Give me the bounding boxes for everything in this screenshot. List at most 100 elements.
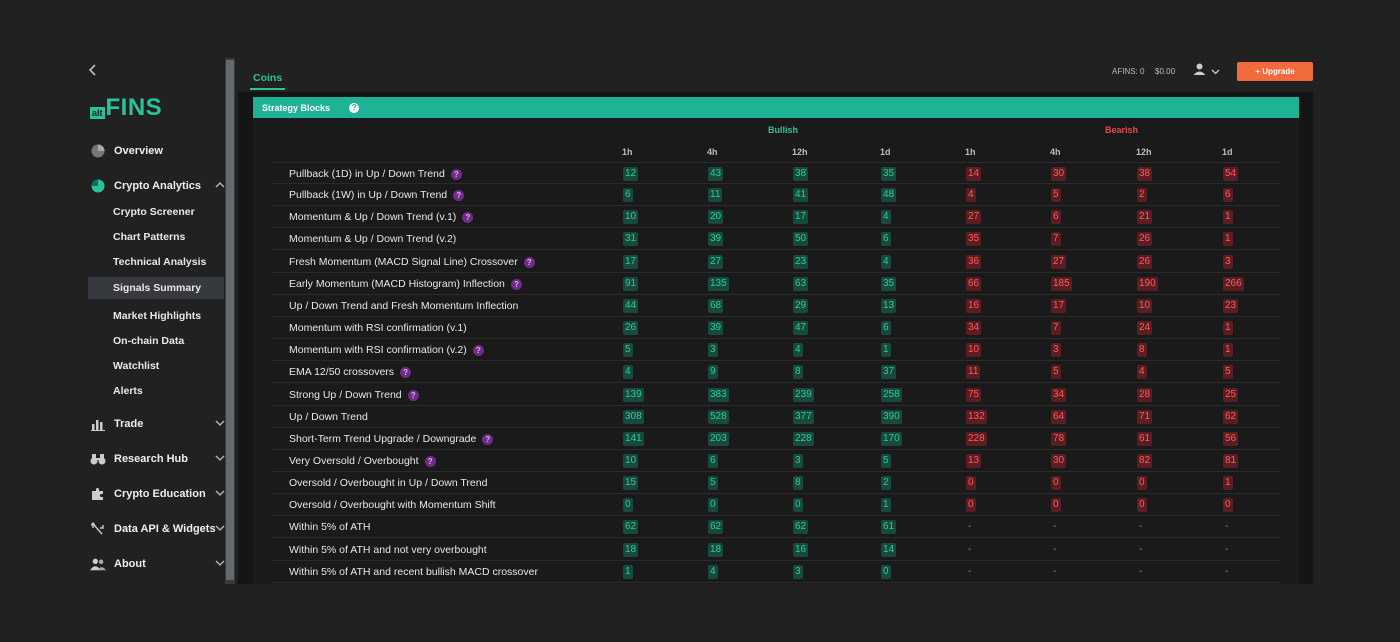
- signal-count-bullish-4h[interactable]: 39: [708, 232, 724, 246]
- sidebar-item-crypto-analytics[interactable]: Crypto Analytics: [90, 176, 225, 196]
- signal-count-bearish-1h[interactable]: 132: [966, 410, 987, 424]
- signal-count-bullish-12h[interactable]: 41: [793, 188, 809, 202]
- signal-count-bearish-1d[interactable]: 56: [1223, 432, 1239, 446]
- signal-count-bearish-1h[interactable]: 228: [966, 432, 987, 446]
- signal-count-bullish-1d[interactable]: 4: [881, 255, 891, 269]
- signal-count-bearish-12h[interactable]: 38: [1137, 167, 1153, 181]
- signal-count-bearish-12h[interactable]: 26: [1137, 232, 1153, 246]
- signal-count-bullish-12h[interactable]: 62: [793, 520, 809, 534]
- table-row[interactable]: Momentum with RSI confirmation (v.2)? 5 3 4…: [272, 339, 1280, 361]
- sidebar-subitem-on-chain-data[interactable]: On-chain Data: [113, 335, 185, 347]
- signal-count-bullish-1d[interactable]: 61: [881, 520, 897, 534]
- signal-count-bullish-1h[interactable]: 62: [623, 520, 639, 534]
- signal-count-bearish-4h[interactable]: 17: [1051, 299, 1067, 313]
- signal-count-bearish-4h[interactable]: 27: [1051, 255, 1067, 269]
- signal-count-bearish-4h[interactable]: 5: [1051, 188, 1061, 202]
- help-icon[interactable]: ?: [523, 256, 535, 268]
- table-row[interactable]: Oversold / Overbought with Momentum Shif…: [272, 494, 1280, 516]
- signal-count-bullish-1d[interactable]: 390: [881, 410, 902, 424]
- signal-count-bearish-4h[interactable]: 7: [1051, 321, 1061, 335]
- signal-count-bullish-1h[interactable]: 139: [623, 388, 644, 402]
- signal-count-bearish-1d[interactable]: 54: [1223, 167, 1239, 181]
- tab-coins[interactable]: Coins: [250, 70, 286, 90]
- signal-count-bearish-1d[interactable]: 1: [1223, 232, 1233, 246]
- signal-count-bullish-1d[interactable]: 35: [881, 167, 897, 181]
- signal-count-bearish-12h[interactable]: 0: [1137, 476, 1147, 490]
- sidebar-subitem-chart-patterns[interactable]: Chart Patterns: [113, 231, 186, 243]
- table-row[interactable]: Short-Term Trend Upgrade / Downgrade? 141…: [272, 428, 1280, 450]
- signal-count-bullish-12h[interactable]: 8: [793, 476, 803, 490]
- signal-count-bullish-1h[interactable]: 44: [623, 299, 639, 313]
- help-icon[interactable]: ?: [349, 102, 360, 113]
- signal-count-bearish-4h[interactable]: 34: [1051, 388, 1067, 402]
- signal-count-bullish-4h[interactable]: 39: [708, 321, 724, 335]
- table-row[interactable]: Early Momentum (MACD Histogram) Inflecti…: [272, 273, 1280, 295]
- signal-count-bearish-1h[interactable]: 34: [966, 321, 982, 335]
- table-row[interactable]: Oversold / Overbought in Up / Down Trend…: [272, 472, 1280, 494]
- sidebar-item-overview[interactable]: Overview: [90, 141, 225, 161]
- signal-count-bearish-1h[interactable]: 4: [966, 188, 976, 202]
- signal-count-bearish-1d[interactable]: 23: [1223, 299, 1239, 313]
- table-row[interactable]: Momentum with RSI confirmation (v.1) 26 39…: [272, 317, 1280, 339]
- table-row[interactable]: Strong Up / Down Trend? 139 383 239 258 75 34 2…: [272, 384, 1280, 406]
- signal-count-bearish-1h[interactable]: 0: [966, 498, 976, 512]
- signal-count-bullish-4h[interactable]: 6: [708, 454, 718, 468]
- signal-count-bullish-1h[interactable]: 141: [623, 432, 644, 446]
- signal-count-bearish-1d[interactable]: 81: [1223, 454, 1239, 468]
- table-row[interactable]: Very Oversold / Overbought? 10 6 3 5 13 30 82 81: [272, 450, 1280, 472]
- signal-count-bearish-12h[interactable]: 82: [1137, 454, 1153, 468]
- help-icon[interactable]: ?: [400, 366, 412, 378]
- signal-count-bullish-4h[interactable]: 27: [708, 255, 724, 269]
- table-row[interactable]: Pullback (1D) in Up / Down Trend? 12 43 38 3…: [272, 162, 1280, 184]
- signal-count-bullish-4h[interactable]: 0: [708, 498, 718, 512]
- sidebar-item-crypto-education[interactable]: Crypto Education: [90, 484, 225, 504]
- signal-count-bearish-1h[interactable]: 10: [966, 343, 982, 357]
- signal-count-bullish-1h[interactable]: 15: [623, 476, 639, 490]
- signal-count-bullish-12h[interactable]: 3: [793, 454, 803, 468]
- signal-count-bearish-12h[interactable]: 190: [1137, 277, 1158, 291]
- signal-count-bearish-1h[interactable]: 14: [966, 167, 982, 181]
- table-row[interactable]: Pullback (1W) in Up / Down Trend? 6 11 41 48…: [272, 184, 1280, 206]
- table-row[interactable]: Within 5% of ATH and not very overbought…: [272, 539, 1280, 561]
- signal-count-bearish-12h[interactable]: 4: [1137, 365, 1147, 379]
- signal-count-bullish-12h[interactable]: 47: [793, 321, 809, 335]
- sidebar-subitem-alerts[interactable]: Alerts: [113, 385, 143, 397]
- signal-count-bullish-4h[interactable]: 62: [708, 520, 724, 534]
- signal-count-bearish-1h[interactable]: 11: [966, 365, 981, 379]
- user-menu[interactable]: [1193, 63, 1223, 78]
- sidebar-subitem-crypto-screener[interactable]: Crypto Screener: [113, 206, 195, 218]
- help-icon[interactable]: ?: [407, 389, 419, 401]
- signal-count-bearish-1h[interactable]: 13: [966, 454, 982, 468]
- signal-count-bullish-1h[interactable]: 1: [623, 565, 633, 579]
- signal-count-bearish-4h[interactable]: 64: [1051, 410, 1067, 424]
- signal-count-bullish-4h[interactable]: 4: [708, 565, 718, 579]
- upgrade-button[interactable]: + Upgrade: [1237, 62, 1313, 81]
- signal-count-bullish-1d[interactable]: 48: [881, 188, 897, 202]
- signal-count-bullish-12h[interactable]: 23: [793, 255, 809, 269]
- signal-count-bearish-12h[interactable]: 24: [1137, 321, 1153, 335]
- signal-count-bullish-1d[interactable]: 0: [881, 565, 891, 579]
- signal-count-bullish-1h[interactable]: 31: [623, 232, 639, 246]
- signal-count-bullish-1h[interactable]: 6: [623, 188, 633, 202]
- signal-count-bullish-1h[interactable]: 5: [623, 343, 633, 357]
- signal-count-bearish-1d[interactable]: 1: [1223, 210, 1233, 224]
- sidebar-subitem-market-highlights[interactable]: Market Highlights: [113, 310, 202, 322]
- table-row[interactable]: Within 5% of ATH 62 62 62 61 - - - -: [272, 516, 1280, 538]
- signal-count-bearish-4h[interactable]: 7: [1051, 232, 1061, 246]
- signal-count-bullish-12h[interactable]: 29: [793, 299, 809, 313]
- signal-count-bullish-1h[interactable]: 26: [623, 321, 639, 335]
- signal-count-bearish-1d[interactable]: 1: [1223, 343, 1233, 357]
- signal-count-bullish-1d[interactable]: 5: [881, 454, 891, 468]
- signal-count-bullish-4h[interactable]: 9: [708, 365, 718, 379]
- help-icon[interactable]: ?: [472, 344, 484, 356]
- scrollbar-thumb[interactable]: [226, 60, 234, 580]
- signal-count-bearish-1h[interactable]: 16: [966, 299, 982, 313]
- help-icon[interactable]: ?: [462, 211, 474, 223]
- signal-count-bullish-4h[interactable]: 5: [708, 476, 718, 490]
- signal-count-bullish-12h[interactable]: 8: [793, 365, 803, 379]
- table-row[interactable]: EMA 12/50 crossovers? 4 9 8 37 11 5 4 5: [272, 361, 1280, 383]
- signal-count-bearish-4h[interactable]: 6: [1051, 210, 1061, 224]
- help-icon[interactable]: ?: [510, 278, 522, 290]
- signal-count-bearish-1d[interactable]: 62: [1223, 410, 1239, 424]
- signal-count-bullish-1d[interactable]: 6: [881, 321, 891, 335]
